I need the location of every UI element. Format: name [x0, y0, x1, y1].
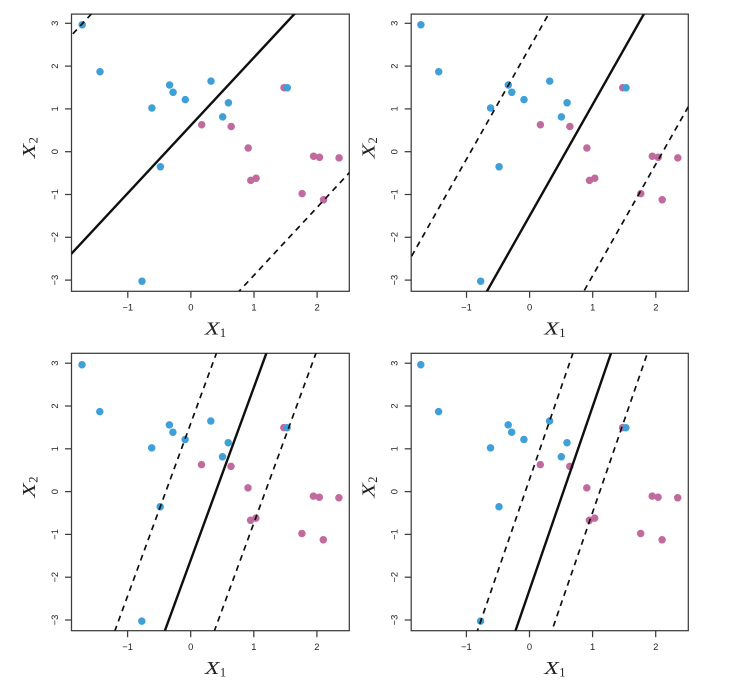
- svg-text:−1: −1: [389, 189, 400, 200]
- svg-text:−2: −2: [49, 232, 60, 243]
- svg-text:0: 0: [188, 641, 193, 652]
- svg-text:2: 2: [314, 641, 319, 652]
- svg-text:X1: X1: [543, 658, 566, 677]
- svg-text:0: 0: [527, 641, 532, 652]
- svg-text:−1: −1: [49, 529, 60, 540]
- svg-text:X2: X2: [19, 137, 41, 160]
- svg-text:0: 0: [49, 149, 60, 154]
- svg-text:2: 2: [49, 63, 60, 68]
- svg-text:X1: X1: [543, 319, 566, 341]
- svg-text:2: 2: [389, 63, 400, 68]
- svg-text:−3: −3: [389, 615, 400, 626]
- svg-text:0: 0: [527, 302, 532, 313]
- svg-text:−1: −1: [389, 529, 400, 540]
- svg-text:2: 2: [314, 302, 319, 313]
- svg-text:−1: −1: [461, 641, 472, 652]
- svg-text:−1: −1: [122, 641, 133, 652]
- svg-text:−2: −2: [389, 572, 400, 583]
- svg-text:X2: X2: [19, 476, 41, 499]
- svg-text:0: 0: [49, 489, 60, 494]
- svg-text:1: 1: [590, 641, 595, 652]
- svg-text:X1: X1: [204, 319, 227, 341]
- svg-text:0: 0: [188, 302, 193, 313]
- svg-text:1: 1: [389, 106, 400, 111]
- svg-text:−1: −1: [49, 189, 60, 200]
- svg-text:0: 0: [389, 149, 400, 154]
- svg-text:−3: −3: [49, 615, 60, 626]
- svg-text:2: 2: [653, 302, 658, 313]
- svg-text:−1: −1: [461, 302, 472, 313]
- svg-text:2: 2: [653, 641, 658, 652]
- svg-text:−2: −2: [49, 572, 60, 583]
- svg-text:1: 1: [251, 302, 256, 313]
- svg-text:−1: −1: [122, 302, 133, 313]
- svg-text:2: 2: [49, 403, 60, 408]
- svg-text:X2: X2: [359, 137, 381, 160]
- svg-text:−3: −3: [49, 275, 60, 286]
- svg-text:X1: X1: [204, 658, 227, 677]
- svg-text:2: 2: [389, 403, 400, 408]
- svg-text:1: 1: [389, 446, 400, 451]
- svg-text:1: 1: [590, 302, 595, 313]
- svg-text:3: 3: [49, 361, 60, 366]
- svg-text:3: 3: [49, 21, 60, 26]
- svg-text:0: 0: [389, 489, 400, 494]
- svg-text:−2: −2: [389, 232, 400, 243]
- svg-text:1: 1: [251, 641, 256, 652]
- svg-text:3: 3: [389, 361, 400, 366]
- svg-text:3: 3: [389, 21, 400, 26]
- svg-text:−3: −3: [389, 275, 400, 286]
- svg-text:1: 1: [49, 446, 60, 451]
- svg-text:1: 1: [49, 106, 60, 111]
- svg-text:X2: X2: [359, 476, 381, 499]
